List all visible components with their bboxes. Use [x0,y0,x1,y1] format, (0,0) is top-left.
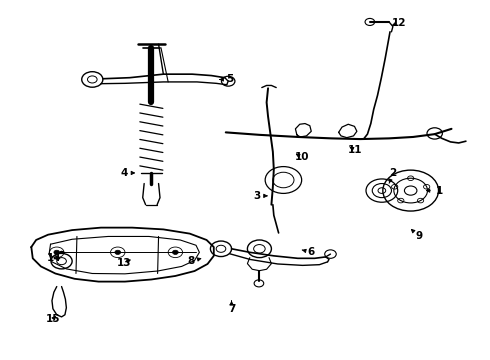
Text: 10: 10 [294,152,309,162]
Text: 15: 15 [46,314,60,324]
Text: 6: 6 [302,247,315,257]
Text: 1: 1 [426,186,443,195]
Text: 4: 4 [121,168,135,178]
Circle shape [172,250,178,255]
Text: 9: 9 [412,229,422,242]
Text: 12: 12 [392,18,406,28]
Text: 3: 3 [253,191,267,201]
Text: 14: 14 [47,253,61,262]
Text: 2: 2 [389,168,396,183]
Text: 7: 7 [228,301,235,314]
Text: 13: 13 [117,258,131,268]
Text: 5: 5 [220,75,233,85]
Text: 8: 8 [188,256,201,266]
Text: 11: 11 [348,145,363,155]
Circle shape [54,250,60,255]
Circle shape [115,250,121,255]
